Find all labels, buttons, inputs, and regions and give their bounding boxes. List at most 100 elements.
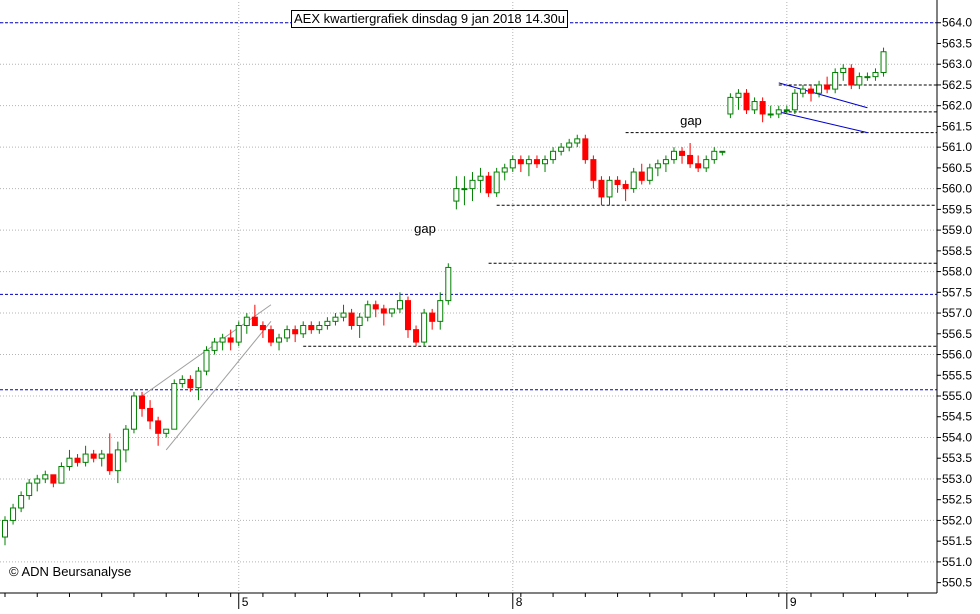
candle-body: [58, 466, 65, 484]
y-tick-label: 559.5: [942, 202, 972, 216]
candle-body: [211, 341, 218, 351]
candle-body: [42, 474, 49, 480]
y-tick-label: 551.0: [942, 555, 972, 569]
candle-body: [259, 324, 266, 331]
candle-body: [590, 159, 597, 181]
candle-body: [832, 72, 839, 90]
y-tick-label: 561.0: [942, 140, 972, 154]
candle-body: [276, 337, 283, 343]
candle-body: [421, 312, 428, 343]
y-tick-label: 561.5: [942, 119, 972, 133]
candle-body: [429, 312, 436, 322]
candle-body: [864, 76, 871, 79]
candle-body: [799, 88, 806, 94]
candle-body: [622, 183, 629, 190]
y-tick-label: 552.5: [942, 493, 972, 507]
candle-body: [727, 96, 734, 115]
y-tick-label: 551.5: [942, 534, 972, 548]
y-tick-label: 555.0: [942, 389, 972, 403]
trend-line: [165, 321, 272, 451]
candle-body: [808, 88, 814, 94]
candle-body: [10, 507, 17, 521]
candle-body: [856, 76, 863, 86]
candle-body: [751, 101, 758, 111]
candle-body: [824, 84, 831, 90]
y-tick-label: 558.5: [942, 244, 972, 258]
candle-body: [203, 349, 210, 372]
y-tick-label: 559.0: [942, 223, 972, 237]
candle-body: [550, 150, 557, 161]
candle-body: [18, 495, 25, 509]
reference-lines: [0, 22, 937, 391]
candle-body: [267, 329, 274, 343]
y-tick-label: 562.5: [942, 78, 972, 92]
gap-annotation: gap: [680, 113, 702, 129]
x-tick-label: 5: [242, 595, 249, 609]
candle-body: [50, 474, 57, 484]
candle-body: [308, 324, 315, 331]
y-tick-label: 560.0: [942, 182, 972, 196]
candle-body: [848, 67, 855, 86]
candle-body: [606, 179, 613, 198]
x-tick-label: 9: [790, 595, 797, 609]
candle-body: [372, 304, 379, 310]
candle-body: [558, 146, 565, 152]
candle-body: [227, 337, 234, 343]
candle-body: [90, 453, 97, 459]
candle-body: [775, 109, 782, 115]
candle-body: [453, 188, 460, 202]
candle-body: [34, 478, 41, 484]
candle-body: [614, 179, 621, 185]
candle-body: [574, 138, 581, 144]
y-tick-label: 558.0: [942, 265, 972, 279]
y-tick-label: 550.5: [942, 576, 972, 590]
y-tick-label: 556.0: [942, 348, 972, 362]
candle-body: [179, 378, 186, 385]
candle-body: [300, 324, 307, 335]
candle-body: [517, 159, 524, 165]
y-tick-label: 556.5: [942, 327, 972, 341]
copyright-label: © ADN Beursanalyse: [9, 564, 132, 579]
y-tick-label: 563.5: [942, 36, 972, 50]
chart-title: AEX kwartiergrafiek dinsdag 9 jan 2018 1…: [291, 10, 569, 28]
candle-body: [703, 159, 710, 169]
candle-body: [316, 324, 323, 331]
candle-body: [332, 316, 339, 322]
candle-body: [219, 337, 226, 343]
candle-body: [662, 159, 669, 165]
candle-body: [638, 171, 645, 181]
gap-annotation: gap: [414, 221, 436, 237]
candle-body: [284, 329, 291, 339]
candle-body: [139, 395, 146, 409]
candle-body: [542, 159, 549, 165]
candle-body: [82, 453, 89, 463]
candle-body: [98, 453, 105, 459]
candle-body: [687, 154, 694, 165]
candle-body: [598, 179, 605, 198]
candle-body: [114, 449, 121, 472]
y-tick-label: 564.0: [942, 16, 972, 30]
candle-body: [2, 519, 8, 538]
trend-line: [778, 111, 868, 134]
trend-lines: [141, 82, 868, 451]
candle-body: [243, 316, 250, 326]
candle-body: [654, 163, 661, 169]
candle-body: [719, 150, 726, 153]
y-tick-label: 553.5: [942, 451, 972, 465]
candle-body: [670, 150, 677, 161]
candle-body: [872, 72, 879, 78]
candle-body: [340, 312, 347, 318]
y-tick-label: 557.5: [942, 285, 972, 299]
candle-body: [525, 159, 532, 165]
candle-body: [324, 320, 331, 326]
candle-body: [74, 457, 81, 463]
candle-body: [759, 101, 766, 115]
candle-body: [251, 316, 258, 326]
candle-body: [646, 167, 653, 181]
candle-body: [566, 142, 573, 148]
trend-line: [778, 82, 868, 109]
candle-body: [292, 329, 299, 335]
